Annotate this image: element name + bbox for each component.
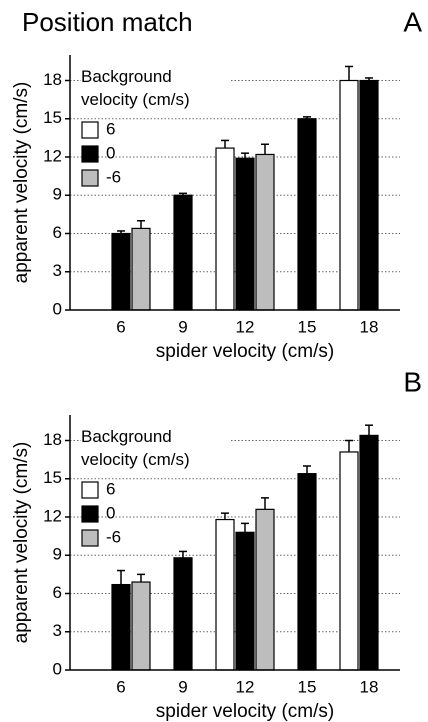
bar — [339, 79, 359, 311]
y-tick-label: 15 — [43, 468, 62, 487]
y-tick-label: 3 — [53, 261, 62, 280]
y-tick-label: 9 — [53, 545, 62, 564]
bar — [131, 581, 151, 671]
bar — [255, 508, 275, 671]
bar — [111, 232, 131, 311]
y-tick-label: 12 — [43, 146, 62, 165]
y-tick-label: 9 — [53, 185, 62, 204]
y-tick-label: 0 — [53, 659, 62, 678]
panel-label: B — [403, 366, 422, 397]
legend-label: -6 — [106, 167, 121, 186]
legend-label: 6 — [106, 119, 115, 138]
y-tick-label: 18 — [43, 70, 62, 89]
x-tick-label: 9 — [178, 677, 187, 696]
x-tick-label: 15 — [298, 677, 317, 696]
y-axis-label: apparent velocity (cm/s) — [11, 82, 32, 284]
x-tick-label: 12 — [236, 317, 255, 336]
y-tick-label: 6 — [53, 583, 62, 602]
bar — [173, 557, 193, 671]
bar — [111, 583, 131, 671]
legend-swatch — [81, 505, 99, 523]
legend-swatch — [81, 121, 99, 139]
legend-label: 6 — [106, 479, 115, 498]
bar — [235, 531, 255, 671]
y-tick-label: 15 — [43, 108, 62, 127]
x-tick-label: 6 — [116, 677, 125, 696]
x-tick-label: 6 — [116, 317, 125, 336]
y-tick-label: 3 — [53, 621, 62, 640]
chart-title: Position match — [22, 7, 193, 37]
legend-label: -6 — [106, 527, 121, 546]
x-tick-label: 15 — [298, 317, 317, 336]
legend-swatch — [81, 481, 99, 499]
x-axis-label: spider velocity (cm/s) — [156, 701, 334, 722]
x-tick-label: 12 — [236, 677, 255, 696]
bar — [131, 227, 151, 311]
legend-label: 0 — [106, 143, 115, 162]
y-tick-label: 18 — [43, 430, 62, 449]
bar — [297, 118, 317, 311]
bar — [297, 473, 317, 671]
legend-title: Background velocity (cm/s) — [81, 65, 231, 111]
legend-label: 0 — [106, 503, 115, 522]
legend-title: Background velocity (cm/s) — [81, 425, 231, 471]
x-tick-label: 18 — [360, 677, 379, 696]
y-tick-label: 12 — [43, 506, 62, 525]
panel-label: A — [403, 6, 422, 37]
y-axis-label: apparent velocity (cm/s) — [11, 442, 32, 644]
bar — [359, 434, 379, 671]
x-tick-label: 9 — [178, 317, 187, 336]
bar — [215, 147, 235, 311]
legend-swatch — [81, 145, 99, 163]
legend-swatch — [81, 169, 99, 187]
bar — [215, 518, 235, 671]
legend-swatch — [81, 529, 99, 547]
x-axis-label: spider velocity (cm/s) — [156, 341, 334, 362]
bar — [255, 153, 275, 311]
bar — [235, 157, 255, 311]
y-tick-label: 0 — [53, 299, 62, 318]
y-tick-label: 6 — [53, 223, 62, 242]
x-tick-label: 18 — [360, 317, 379, 336]
bar — [339, 451, 359, 671]
bar — [173, 194, 193, 311]
bar — [359, 79, 379, 311]
